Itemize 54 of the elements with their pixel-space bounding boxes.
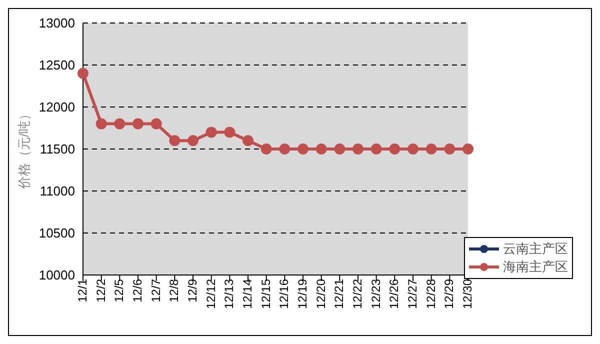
x-tick-label: 12/2 [94,278,108,302]
point [242,135,254,146]
x-tick-label: 12/8 [167,278,182,302]
x-tick-label: 12/13 [222,278,236,310]
x-tick-label: 12/15 [258,278,273,310]
y-tick-label: 12500 [38,58,75,73]
x-tick-label: 12/29 [442,278,456,310]
point [352,144,364,154]
point [334,144,346,154]
x-tick-label: 12/6 [130,278,145,302]
point [279,144,290,154]
y-tick-label: 12000 [38,100,75,115]
point [260,144,272,154]
legend-label: 海南主产区 [503,258,568,276]
x-tick-label: 12/14 [240,278,255,310]
x-tick-label: 12/27 [406,278,420,310]
point [426,144,437,154]
y-tick-label: 11000 [40,184,75,199]
point [389,144,400,154]
x-tick-label: 12/19 [296,278,310,310]
point [188,135,198,146]
x-tick-label: 12/21 [332,278,346,310]
point [224,126,236,138]
y-tick-label: 10000 [38,268,75,283]
legend-label: 云南主产区 [503,240,568,258]
x-tick-label: 12/28 [424,278,438,310]
x-tick-label: 12/5 [112,278,126,302]
x-tick-label: 12/7 [148,278,163,302]
y-tick-label: 10500 [38,226,75,241]
point [150,118,162,130]
x-tick-label: 12/23 [368,278,383,310]
x-tick-label: 12/30 [460,278,475,310]
point [370,144,382,154]
x-tick-label: 12/1 [76,278,90,302]
x-tick-label: 12/26 [387,278,402,310]
x-tick-label: 12/16 [277,278,292,310]
x-tick-label: 12/22 [350,278,365,310]
point [206,126,217,138]
x-tick-label: 12/12 [204,278,218,310]
point [114,118,126,130]
point [444,144,456,154]
point [78,68,88,79]
y-tick-label: 11500 [40,142,75,157]
x-tick-label: 12/9 [186,278,200,302]
point [316,144,327,154]
point [298,144,308,154]
point [408,144,418,154]
point [462,144,474,154]
y-tick-label: 13000 [38,16,75,31]
point [132,118,144,130]
x-tick-label: 12/20 [314,278,328,310]
point [96,118,107,130]
point [169,135,180,146]
y-axis-title: 价格（元/吨） [16,107,32,190]
